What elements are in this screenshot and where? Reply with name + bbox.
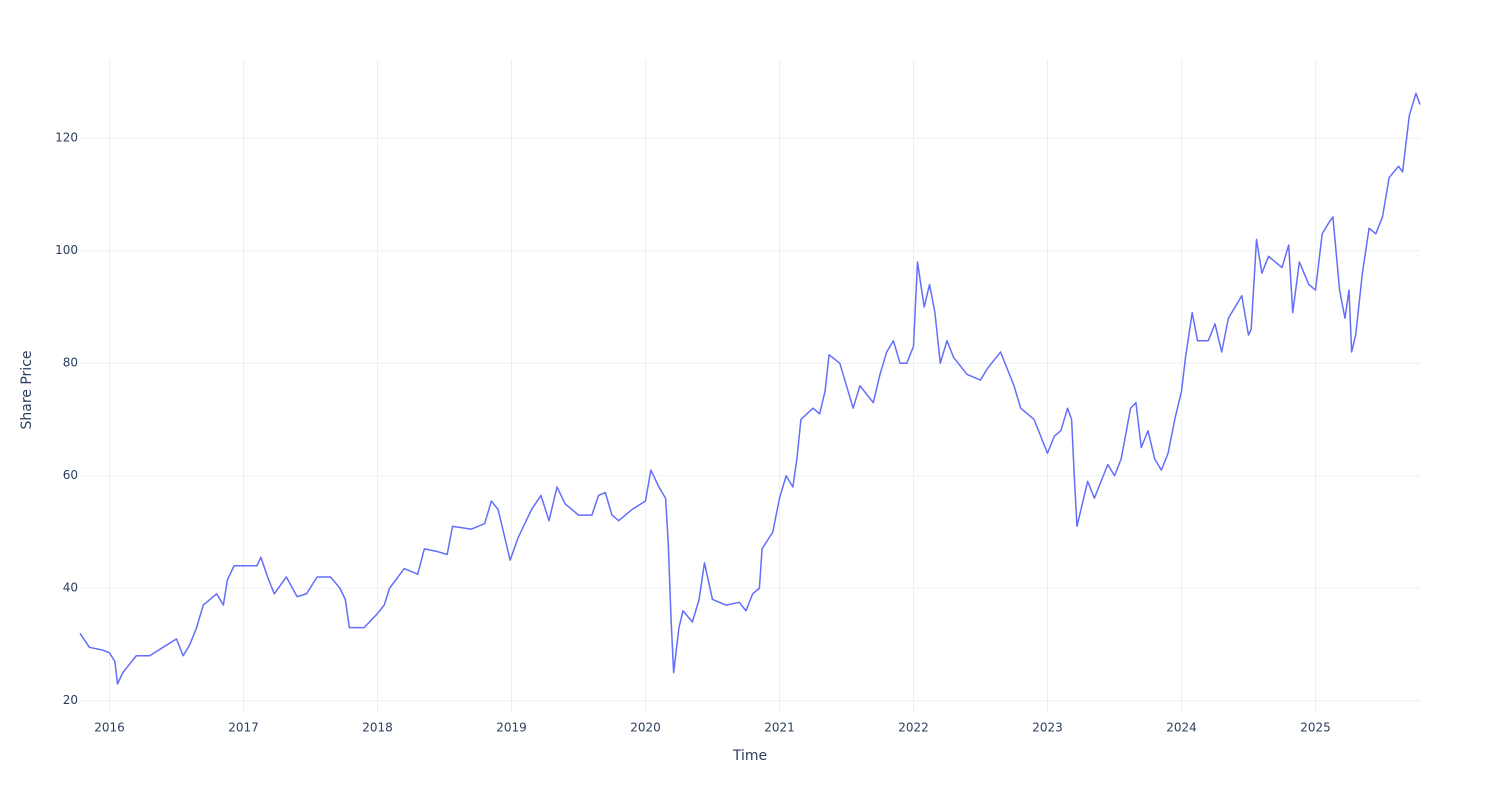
x-axis-title: Time (732, 748, 767, 764)
y-tick-label: 80 (63, 356, 78, 370)
y-tick-label: 120 (55, 131, 78, 145)
price-line (79, 92, 1421, 685)
x-tick-label: 2017 (228, 721, 259, 735)
x-tick-label: 2025 (1300, 721, 1331, 735)
y-tick-label: 20 (63, 693, 78, 707)
x-tick-label: 2020 (630, 721, 661, 735)
y-tick-label: 100 (55, 243, 78, 257)
x-tick-label: 2018 (362, 721, 393, 735)
x-tick-label: 2021 (764, 721, 795, 735)
x-tick-label: 2024 (1166, 721, 1197, 735)
x-tick-label: 2023 (1032, 721, 1063, 735)
y-tick-label: 40 (63, 581, 78, 595)
x-tick-label: 2016 (94, 721, 125, 735)
x-tick-label: 2022 (898, 721, 929, 735)
y-axis-title: Share Price (19, 350, 35, 429)
y-tick-label: 60 (63, 468, 78, 482)
x-tick-label: 2019 (496, 721, 527, 735)
